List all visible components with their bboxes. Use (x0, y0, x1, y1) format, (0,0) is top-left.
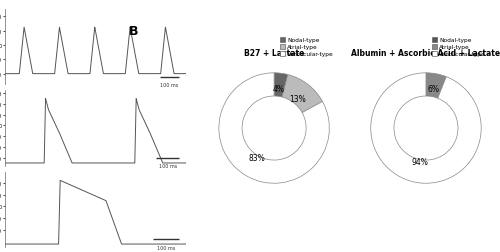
Title: B27 + Lactate: B27 + Lactate (244, 49, 304, 58)
Wedge shape (282, 75, 323, 113)
Text: B: B (129, 25, 138, 38)
Text: 13%: 13% (288, 94, 306, 103)
Text: 6%: 6% (428, 85, 440, 94)
Title: Albumin + Ascorbic Acid + Lactate: Albumin + Ascorbic Acid + Lactate (352, 49, 500, 58)
Wedge shape (426, 74, 446, 99)
Text: 100 ms: 100 ms (160, 83, 178, 88)
Legend: Nodal-type, Atrial-type, Ventricular-type: Nodal-type, Atrial-type, Ventricular-typ… (280, 38, 334, 57)
Wedge shape (274, 74, 288, 98)
Wedge shape (370, 74, 481, 183)
Text: 4%: 4% (273, 85, 285, 94)
Text: 100 ms: 100 ms (157, 245, 175, 250)
Legend: Nodal-type, Atrial-type, Ventricular-type: Nodal-type, Atrial-type, Ventricular-typ… (432, 38, 486, 57)
Wedge shape (219, 74, 330, 183)
Text: 100 ms: 100 ms (158, 164, 177, 169)
Text: 83%: 83% (248, 153, 265, 162)
Text: 94%: 94% (411, 158, 428, 167)
